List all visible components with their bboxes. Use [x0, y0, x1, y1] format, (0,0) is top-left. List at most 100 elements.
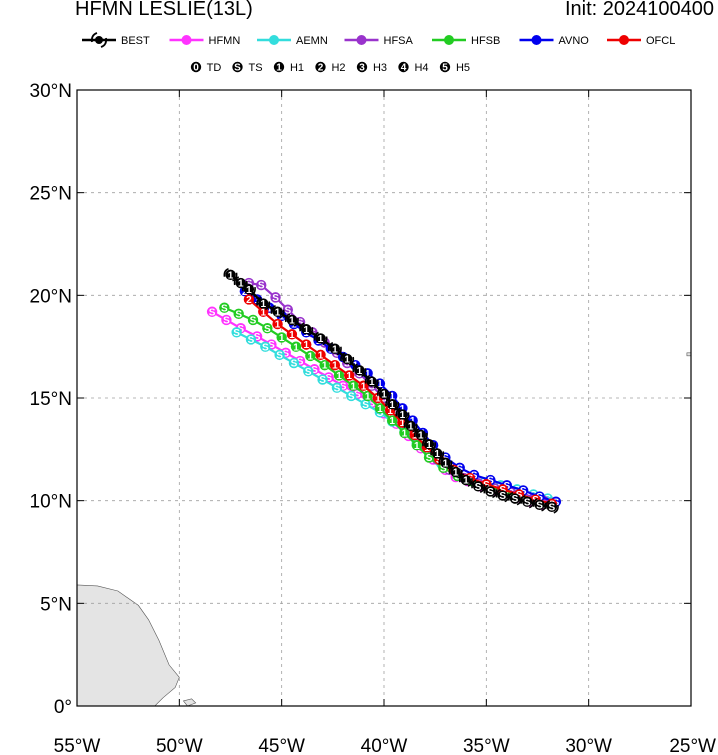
best-track-point: S	[483, 484, 498, 499]
svg-text:1: 1	[463, 476, 469, 487]
track-point-hfmn: S	[221, 314, 232, 327]
svg-text:S: S	[264, 324, 271, 335]
y-tick-label: 5°N	[40, 594, 72, 615]
track-point-hfsb: 1	[276, 332, 287, 344]
track-point-hfsb: S	[233, 308, 244, 320]
track-point-aemn: S	[231, 327, 242, 339]
best-track-symbol: S	[522, 496, 533, 508]
svg-text:S: S	[334, 383, 341, 394]
svg-text:S: S	[276, 350, 283, 361]
best-track-symbol: S	[509, 493, 521, 505]
svg-text:S: S	[297, 357, 304, 368]
y-tick-label: 30°N	[30, 81, 72, 102]
best-track-symbol: 1	[460, 474, 472, 487]
svg-text:S: S	[291, 359, 298, 370]
best-track-point: 1	[223, 268, 238, 282]
svg-text:S: S	[512, 494, 519, 505]
x-tick-label: 40°W	[361, 736, 408, 755]
cabo-verde-island	[686, 352, 691, 357]
svg-text:S: S	[475, 482, 482, 493]
best-track-symbol: 1	[225, 269, 236, 281]
legend-label: BEST	[121, 35, 150, 47]
legend-label: H5	[456, 62, 470, 74]
best-track-point: 1	[448, 465, 463, 479]
best-track-point: 1	[313, 331, 328, 346]
best-track-point: S	[520, 494, 535, 509]
svg-text:S: S	[233, 328, 240, 339]
track-point-hfsb: 1	[399, 427, 410, 440]
legend-label: H3	[373, 62, 387, 74]
track-point-aemn: S	[360, 398, 371, 411]
best-track-symbol: 1	[315, 333, 326, 345]
track-point-hfsb: 1	[290, 341, 302, 353]
legend-label: H1	[290, 62, 304, 74]
svg-text:S: S	[377, 408, 384, 419]
svg-text:S: S	[426, 453, 433, 464]
legend-intensity-h2: 2 H2	[315, 61, 346, 74]
track-point-aemn: S	[245, 334, 257, 346]
svg-text:S: S	[440, 463, 447, 474]
svg-text:1: 1	[387, 406, 393, 417]
svg-text:1: 1	[336, 371, 342, 382]
legend-label: TD	[207, 62, 222, 74]
svg-text:S: S	[536, 500, 543, 511]
legend-label: H2	[331, 62, 345, 74]
svg-text:S: S	[297, 318, 304, 329]
track-point-aemn: S	[346, 390, 357, 403]
svg-text:1: 1	[357, 366, 363, 377]
svg-text:1: 1	[289, 316, 295, 327]
legend-item-hfsa: HFSA	[344, 35, 414, 47]
best-track-point: S	[471, 479, 486, 494]
track-point-ofcl: 1	[272, 318, 283, 331]
best-track-point: 1	[403, 418, 418, 433]
svg-text:1: 1	[260, 299, 266, 310]
best-track-symbol: 1	[423, 439, 435, 451]
svg-text:S: S	[250, 316, 257, 327]
track-point-hfmn: S	[206, 306, 218, 318]
south-america-coast	[77, 584, 180, 706]
best-track-point: S	[508, 491, 522, 506]
svg-text:S: S	[284, 305, 291, 316]
svg-text:1: 1	[414, 441, 420, 452]
svg-text:1: 1	[275, 320, 281, 331]
svg-text:1: 1	[318, 334, 324, 345]
svg-text:S: S	[456, 463, 463, 474]
svg-text:1: 1	[303, 325, 309, 336]
svg-text:S: S	[235, 309, 242, 320]
best-track-symbol: 1	[397, 409, 408, 421]
island	[182, 698, 197, 706]
svg-text:1: 1	[275, 307, 281, 318]
legend-label: AVNO	[559, 35, 590, 47]
track-point-aemn: S	[331, 382, 343, 394]
svg-text:1: 1	[389, 416, 395, 427]
svg-text:S: S	[237, 324, 244, 335]
legend-item-avno: AVNO	[519, 35, 590, 47]
chart-title: HFMN LESLIE(13L)	[75, 0, 253, 20]
track-point-hfsb: 1	[319, 359, 330, 372]
legend-label: OFCL	[646, 35, 675, 47]
svg-text:S: S	[325, 373, 332, 384]
chart-header: HFMN LESLIE(13L) Init: 2024100400	[0, 0, 718, 24]
svg-text:5: 5	[442, 63, 448, 74]
svg-text:S: S	[368, 381, 375, 392]
best-track-symbol: 1	[301, 324, 312, 336]
y-tick-label: 25°N	[30, 184, 72, 205]
svg-text:S: S	[262, 342, 269, 353]
track-point-aemn: S	[274, 349, 285, 361]
best-track-symbol: 1	[386, 398, 398, 411]
legend-label: HFSB	[471, 35, 500, 47]
svg-text:1: 1	[426, 440, 432, 451]
best-track-point: 1	[438, 455, 453, 470]
svg-text:2: 2	[246, 295, 252, 306]
land-masses	[77, 352, 691, 706]
svg-text:1: 1	[389, 400, 395, 411]
legend-intensity-ts: S TS	[232, 61, 263, 74]
svg-text:1: 1	[361, 381, 367, 392]
y-tick-label: 0°	[54, 697, 72, 718]
track-point-aemn: S	[288, 357, 300, 370]
init-time: Init: 2024100400	[564, 0, 714, 20]
legend-intensity-h4: 4 H4	[398, 61, 429, 74]
track-point-hfsb: 1	[374, 403, 386, 415]
